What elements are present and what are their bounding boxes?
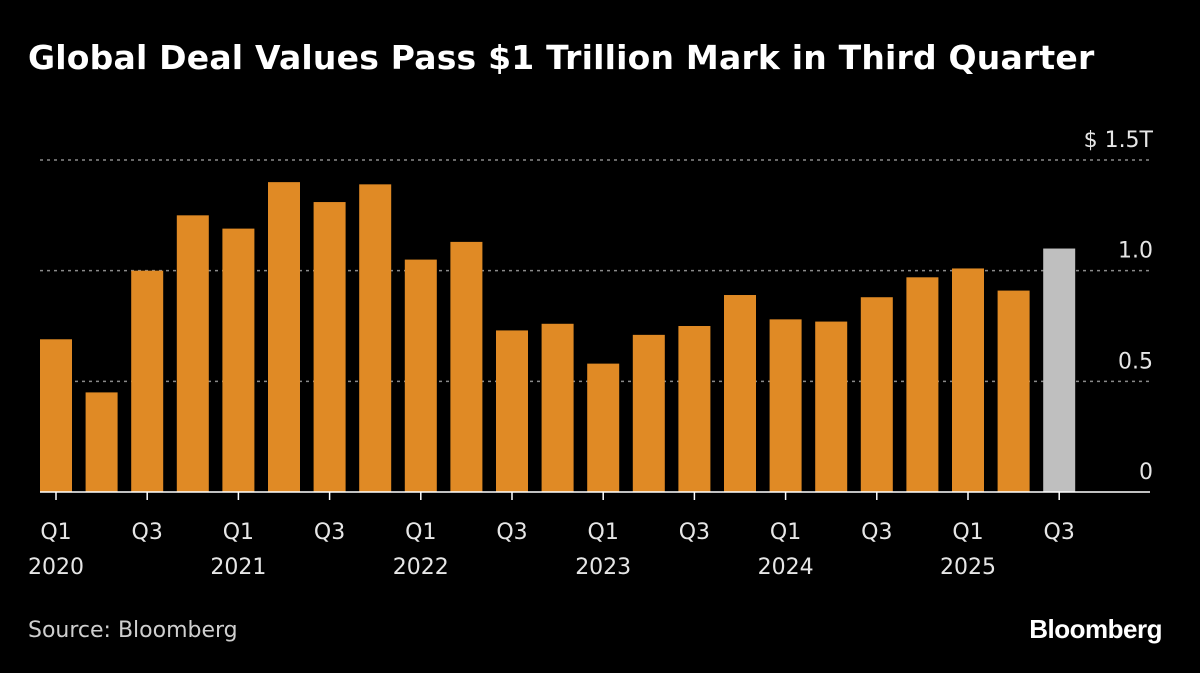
bar [997,290,1030,492]
y-tick-label: 0.5 [1118,349,1153,374]
x-tick-quarter: Q3 [132,520,163,545]
bar [496,330,528,492]
x-tick-quarter: Q3 [679,520,710,545]
bar [860,297,893,492]
bar [404,259,437,492]
y-axis-labels: 0 0.5 1.0 $ 1.5T [1084,128,1154,485]
y-tick-label: 0 [1139,460,1153,485]
bar [906,277,939,492]
x-tick-quarter: Q1 [770,520,801,545]
x-axis-labels: Q1 2020 Q3 Q1 2021 Q3 Q1 2022 Q3 Q1 2023 Q3 Q1 2024 Q3… [28,520,1075,580]
x-axis [40,491,1150,500]
x-tick-year: 2022 [393,555,449,580]
bar [222,228,255,492]
x-tick-quarter: Q1 [952,520,983,545]
x-tick-year: 2021 [210,555,266,580]
bar [40,339,72,492]
x-tick-year: 2024 [758,555,814,580]
x-tick-quarter: Q3 [1044,520,1075,545]
y-tick-label: 1.0 [1118,239,1153,264]
bar [815,321,848,492]
bar [632,334,665,492]
x-tick-year: 2023 [575,555,631,580]
bar [587,363,620,492]
bloomberg-logo: Bloomberg [1029,614,1162,644]
bar [176,215,209,493]
x-tick-quarter: Q3 [314,520,345,545]
bar [450,241,483,492]
y-tick-label: $ 1.5T [1084,128,1154,153]
source-note: Source: Bloomberg [28,618,238,643]
bar [313,202,346,492]
bar [724,295,756,492]
x-tick-year: 2020 [28,555,84,580]
bar [541,323,574,492]
bar [131,270,164,492]
x-tick-quarter: Q1 [223,520,254,545]
chart-title: Global Deal Values Pass $1 Trillion Mark… [28,38,1095,77]
bar [769,319,802,492]
bar [268,182,300,492]
x-tick-quarter: Q3 [496,520,527,545]
bar [359,184,392,492]
bar [678,326,711,492]
bar [85,392,118,492]
x-tick-quarter: Q1 [40,520,71,545]
x-tick-quarter: Q1 [588,520,619,545]
x-tick-quarter: Q3 [861,520,892,545]
bar-highlight [1043,248,1076,492]
bar [952,268,984,492]
x-tick-quarter: Q1 [405,520,436,545]
bars [40,182,1076,493]
x-tick-year: 2025 [940,555,996,580]
